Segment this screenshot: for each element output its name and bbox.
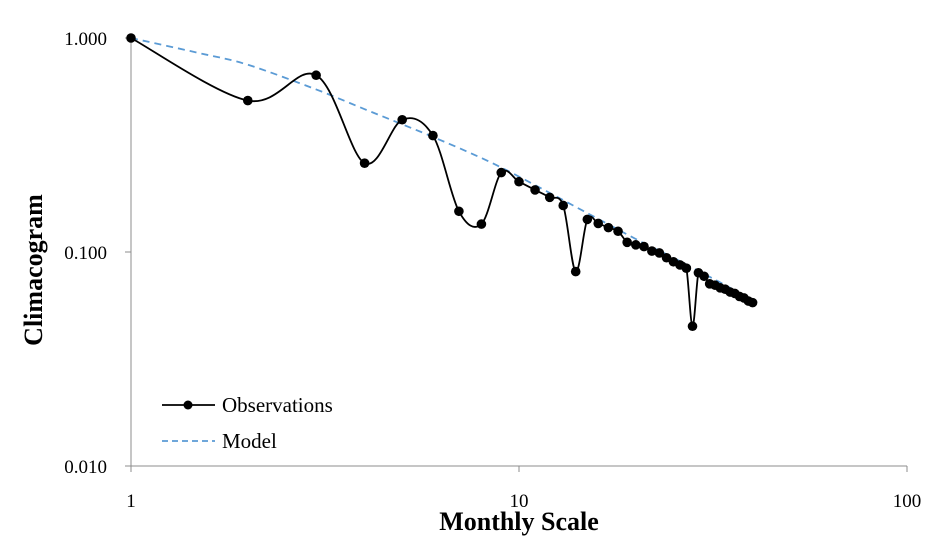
observation-point xyxy=(647,246,657,256)
observation-point xyxy=(631,240,641,250)
model-series xyxy=(130,37,754,302)
observation-point xyxy=(654,248,665,258)
observation-point xyxy=(687,321,698,332)
legend-item-observations: Observations xyxy=(162,393,333,417)
observation-point xyxy=(476,219,487,229)
observation-point xyxy=(613,226,623,237)
observation-point xyxy=(699,271,709,282)
observation-point xyxy=(570,266,581,277)
observation-point xyxy=(603,222,614,233)
x-tick-label: 100 xyxy=(893,491,922,512)
observation-point xyxy=(639,241,649,252)
legend-model-label: Model xyxy=(222,429,277,453)
chart-legend: Observations Model xyxy=(162,393,333,453)
y-axis-title: Climacogram xyxy=(19,194,48,346)
x-tick-label: 10 xyxy=(510,491,529,512)
observation-point xyxy=(622,237,632,248)
observation-point xyxy=(593,218,603,229)
observation-point xyxy=(582,214,593,225)
observation-point xyxy=(747,297,758,308)
observation-point xyxy=(514,176,524,187)
y-tick-label: 0.100 xyxy=(64,243,107,264)
observation-point xyxy=(243,95,253,106)
observation-point xyxy=(397,114,408,125)
observation-point xyxy=(311,70,321,81)
observations-series xyxy=(126,33,758,332)
axis-ticks: 1 10 100 1.000 0.100 0.010 xyxy=(64,29,921,512)
observation-point xyxy=(496,167,507,178)
legend-observations-label: Observations xyxy=(222,393,333,417)
observation-point xyxy=(681,263,692,274)
legend-observations-marker xyxy=(183,400,193,410)
x-tick-label: 1 xyxy=(126,491,136,512)
legend-item-model: Model xyxy=(162,429,277,453)
x-axis-title: Monthly Scale xyxy=(439,507,599,536)
observation-point xyxy=(544,192,555,203)
observation-point xyxy=(558,200,569,211)
observation-point xyxy=(359,158,370,168)
observation-point xyxy=(126,33,136,43)
observation-point xyxy=(530,185,540,195)
model-line xyxy=(130,37,754,302)
y-tick-label: 0.010 xyxy=(64,457,107,478)
observation-point xyxy=(428,130,438,141)
observations-line xyxy=(130,37,753,328)
y-tick-label: 1.000 xyxy=(64,29,107,50)
observation-point xyxy=(454,206,464,217)
